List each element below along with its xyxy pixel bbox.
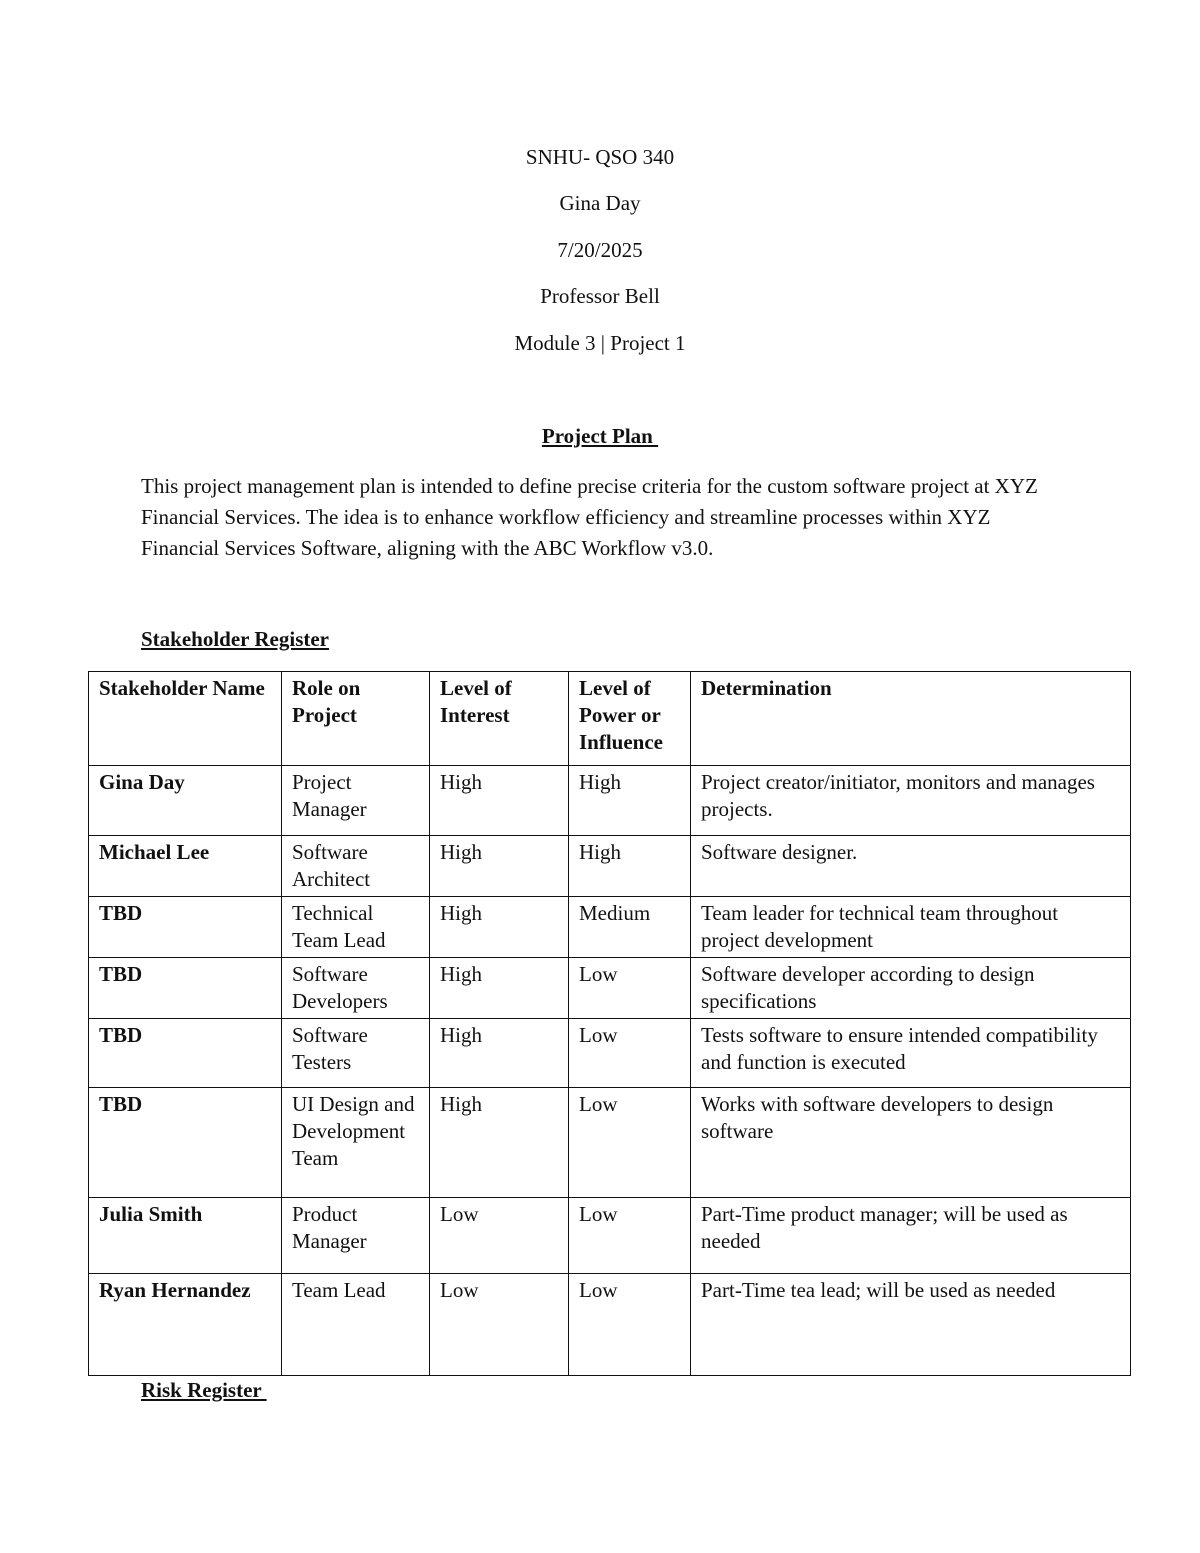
table-cell: Software designer. (690, 835, 1131, 897)
column-header: Stakeholder Name (88, 671, 282, 766)
column-header: Level of Power or Influence (568, 671, 691, 766)
table-cell: High (429, 835, 569, 897)
table-header-row: Stakeholder Name Role on Project Level of … (88, 671, 1131, 766)
table-cell: Ryan Hernandez (88, 1273, 282, 1376)
table-cell: Low (568, 1197, 691, 1274)
table-cell: High (429, 765, 569, 836)
table-cell: Project creator/initiator, monitors and … (690, 765, 1131, 836)
intro-paragraph: This project management plan is intended… (141, 474, 1038, 560)
table-cell: Software Developers (281, 957, 430, 1019)
table-cell: TBD (88, 957, 282, 1019)
table-cell: Team Lead (281, 1273, 430, 1376)
table-cell: TBD (88, 1018, 282, 1088)
table-cell: Part-Time tea lead; will be used as need… (690, 1273, 1131, 1376)
table-cell: Software developer according to design s… (690, 957, 1131, 1019)
table-cell: Medium (568, 896, 691, 958)
column-header: Role on Project (281, 671, 430, 766)
table-cell: Team leader for technical team throughou… (690, 896, 1131, 958)
column-header: Determination (690, 671, 1131, 766)
table-cell: Works with software developers to design… (690, 1087, 1131, 1198)
column-header: Level of Interest (429, 671, 569, 766)
table-cell: Software Architect (281, 835, 430, 897)
table-row: Julia Smith Product Manager Low Low Part-Tim… (88, 1197, 1131, 1274)
table-cell: Tests software to ensure intended compat… (690, 1018, 1131, 1088)
table-row: TBD UI Design and Development Team High Low… (88, 1087, 1131, 1198)
table-row: Gina Day Project Manager High High Project c… (88, 765, 1131, 836)
table-cell: Software Testers (281, 1018, 430, 1088)
date-line: 7/20/2025 (557, 238, 643, 262)
project-plan-heading: Project Plan (541, 424, 659, 448)
course-line: SNHU- QSO 340 (525, 145, 675, 169)
table-cell: Gina Day (88, 765, 282, 836)
table-cell: Technical Team Lead (281, 896, 430, 958)
table-cell: Low (568, 1018, 691, 1088)
table-cell: Low (568, 1087, 691, 1198)
table-cell: High (429, 1018, 569, 1088)
stakeholder-table: Stakeholder Name Role on Project Level of … (88, 671, 1131, 1376)
table-cell: High (568, 835, 691, 897)
table-cell: Low (568, 957, 691, 1019)
table-cell: Julia Smith (88, 1197, 282, 1274)
table-cell: Low (429, 1197, 569, 1274)
professor-line: Professor Bell (540, 284, 660, 308)
table-row: Michael Lee Software Architect High High Sof… (88, 835, 1131, 897)
table-cell: High (429, 896, 569, 958)
table-cell: Part-Time product manager; will be used … (690, 1197, 1131, 1274)
table-cell: High (568, 765, 691, 836)
table-cell: Product Manager (281, 1197, 430, 1274)
table-row: TBD Software Testers High Low Tests software… (88, 1018, 1131, 1088)
author-line: Gina Day (559, 191, 641, 215)
table-cell: Project Manager (281, 765, 430, 836)
table-row: TBD Software Developers High Low Software de… (88, 957, 1131, 1019)
table-cell: TBD (88, 896, 282, 958)
table-cell: UI Design and Development Team (281, 1087, 430, 1198)
table-cell: High (429, 1087, 569, 1198)
stakeholder-register-heading: Stakeholder Register (141, 627, 330, 651)
table-cell: Low (568, 1273, 691, 1376)
table-cell: Michael Lee (88, 835, 282, 897)
table-cell: High (429, 957, 569, 1019)
risk-register-heading: Risk Register (141, 1378, 267, 1402)
table-row: TBD Technical Team Lead High Medium Team lea… (88, 896, 1131, 958)
module-line: Module 3 | Project 1 (514, 331, 686, 355)
table-row: Ryan Hernandez Team Lead Low Low Part-Time t… (88, 1273, 1131, 1376)
table-cell: TBD (88, 1087, 282, 1198)
table-cell: Low (429, 1273, 569, 1376)
